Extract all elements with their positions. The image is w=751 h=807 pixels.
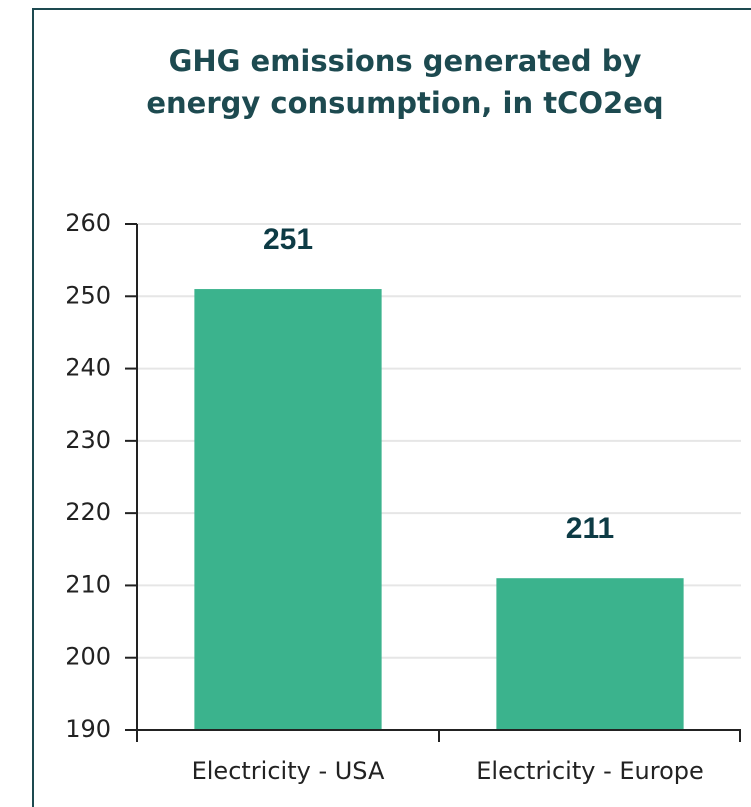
- y-tick-label: 260: [65, 209, 111, 237]
- value-label: 251: [263, 223, 313, 256]
- bar: [496, 578, 684, 730]
- y-tick-label: 250: [65, 281, 111, 309]
- chart-title: GHG emissions generated by energy consum…: [146, 44, 664, 120]
- x-tick-label: Electricity - USA: [192, 757, 385, 785]
- y-tick-label: 190: [65, 715, 111, 743]
- chart-frame: [32, 8, 751, 807]
- y-tick-label: 230: [65, 426, 111, 454]
- y-tick-label: 200: [65, 643, 111, 671]
- value-label: 211: [566, 512, 614, 545]
- x-tick-label: Electricity - Europe: [476, 757, 704, 785]
- y-tick-label: 220: [65, 498, 111, 526]
- y-tick-label: 210: [65, 570, 111, 598]
- y-tick-label: 240: [65, 354, 111, 382]
- bar: [194, 289, 382, 730]
